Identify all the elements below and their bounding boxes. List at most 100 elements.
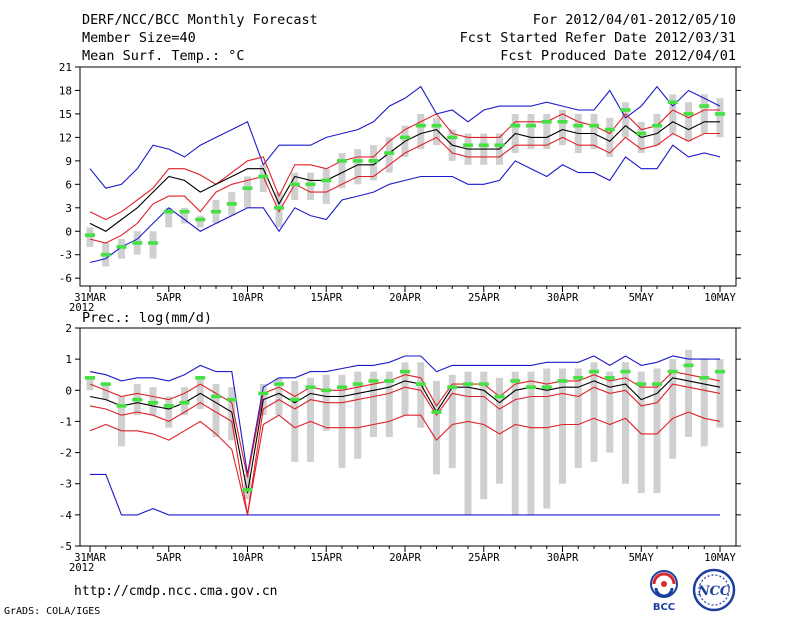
median-marker xyxy=(573,376,584,380)
x-tick-label: 15APR xyxy=(310,552,342,564)
box-bar xyxy=(86,227,94,247)
median-marker xyxy=(620,369,631,374)
median-marker xyxy=(636,382,647,386)
chart-title: DERF/NCC/BCC Monthly Forecast xyxy=(82,12,318,28)
source-url[interactable]: http://cmdp.ncc.cma.gov.cn xyxy=(74,584,278,599)
x-tick-label: 10MAY xyxy=(704,552,736,564)
box-bar xyxy=(464,371,472,515)
box-bar xyxy=(118,396,125,447)
box-bar xyxy=(606,117,614,157)
box-bar xyxy=(511,371,519,515)
median-marker xyxy=(368,159,379,163)
median-marker xyxy=(636,131,647,136)
precip-variable-label: Prec.: log(mm/d) xyxy=(82,310,212,326)
line-mean-minus-std xyxy=(89,383,721,515)
box-bar xyxy=(102,384,110,400)
box-bar xyxy=(716,98,724,138)
median-marker xyxy=(226,397,237,402)
median-marker xyxy=(211,394,221,399)
median-marker xyxy=(604,376,615,380)
median-marker xyxy=(352,382,363,386)
median-marker xyxy=(557,379,568,383)
box-bar xyxy=(685,102,692,142)
median-marker xyxy=(400,135,410,140)
y-tick-label: 1 xyxy=(65,353,72,366)
median-marker xyxy=(699,104,710,108)
x-year-label: 2012 xyxy=(69,562,94,574)
box-bar xyxy=(637,371,645,494)
x-tick-label: 5APR xyxy=(156,292,182,304)
box-bar xyxy=(354,371,362,459)
median-marker xyxy=(541,119,552,124)
median-marker xyxy=(510,123,521,128)
bcc-logo: BCC xyxy=(650,570,678,612)
box-bar xyxy=(165,396,173,428)
median-marker xyxy=(667,100,678,104)
box-bar xyxy=(527,113,535,150)
median-marker xyxy=(415,123,426,128)
box-bar xyxy=(496,377,503,484)
median-marker xyxy=(179,400,190,405)
box-bar xyxy=(527,371,535,515)
x-tick-label: 5APR xyxy=(156,552,182,564)
median-marker xyxy=(337,159,347,163)
box-bar xyxy=(275,377,283,416)
box-bar xyxy=(385,371,393,437)
box-bar xyxy=(417,113,425,150)
box-bar xyxy=(685,349,692,437)
median-marker xyxy=(195,376,206,380)
y-tick-label: 6 xyxy=(65,178,72,191)
median-marker xyxy=(274,382,284,386)
median-marker xyxy=(305,182,316,187)
y-tick-label: 3 xyxy=(65,202,72,215)
box-bar xyxy=(401,362,409,416)
median-marker xyxy=(179,209,190,214)
box-bar xyxy=(291,380,299,462)
median-marker xyxy=(541,385,552,389)
median-marker xyxy=(494,394,505,399)
box-bar xyxy=(480,371,488,500)
median-marker xyxy=(242,488,253,492)
member-size-label: Member Size=40 xyxy=(82,30,196,46)
y-tick-label: 0 xyxy=(65,225,72,238)
box-bar xyxy=(86,377,94,391)
median-marker xyxy=(305,385,316,389)
median-marker xyxy=(463,143,473,148)
median-marker xyxy=(163,404,174,408)
x-tick-label: 20APR xyxy=(389,552,421,564)
median-marker xyxy=(478,143,489,148)
y-tick-label: 15 xyxy=(59,108,72,121)
box-bar xyxy=(338,374,346,469)
median-marker xyxy=(132,241,143,245)
box-bar xyxy=(653,113,661,146)
median-marker xyxy=(100,382,111,386)
box-bar xyxy=(622,362,629,484)
median-marker xyxy=(242,186,253,191)
box-bar xyxy=(385,137,393,173)
y-tick-label: 2 xyxy=(65,322,72,335)
box-bar xyxy=(149,231,157,259)
box-bar xyxy=(590,362,598,462)
refer-date: Fcst Started Refer Date 2012/03/31 xyxy=(460,30,736,46)
box-bar xyxy=(622,102,629,138)
line-mean-plus-std xyxy=(89,371,721,478)
box-bar xyxy=(118,239,125,259)
x-tick-label: 30APR xyxy=(547,292,579,304)
y-tick-label: -2 xyxy=(59,447,72,460)
median-marker xyxy=(604,127,615,132)
median-marker xyxy=(589,369,599,374)
median-marker xyxy=(463,382,473,386)
box-bar xyxy=(559,110,566,146)
box-bar xyxy=(700,359,708,447)
y-tick-label: 0 xyxy=(65,384,72,397)
bcc-logo-text: BCC xyxy=(653,602,675,612)
produced-date: Fcst Produced Date 2012/04/01 xyxy=(500,48,736,64)
median-marker xyxy=(321,388,332,393)
box-bar xyxy=(590,113,598,150)
median-marker xyxy=(132,397,143,402)
y-tick-label: 18 xyxy=(59,84,72,97)
x-tick-label: 30APR xyxy=(547,552,579,564)
median-marker xyxy=(337,385,347,389)
box-bar xyxy=(669,359,677,459)
x-tick-label: 5MAY xyxy=(629,552,655,564)
